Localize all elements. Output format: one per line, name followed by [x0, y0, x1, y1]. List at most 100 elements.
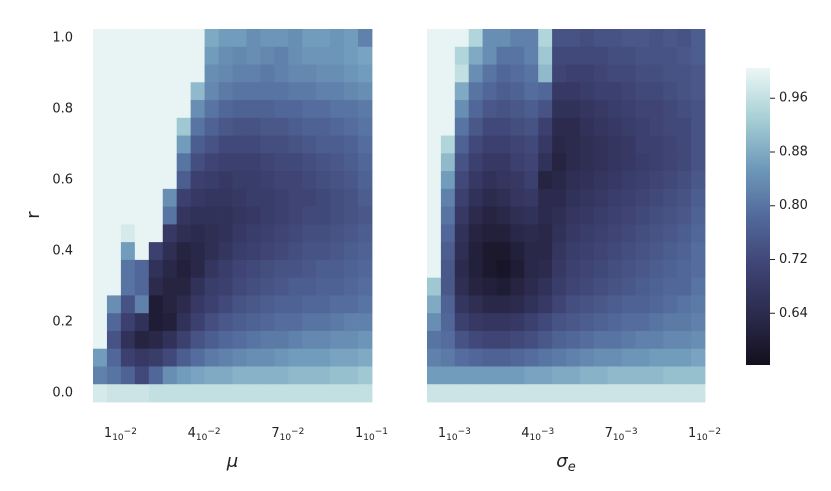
heatmap-cell	[260, 153, 275, 172]
heatmap-cell	[358, 29, 373, 48]
heatmap-cell	[607, 366, 622, 385]
heatmap-cell	[649, 366, 664, 385]
heatmap-cell	[524, 384, 539, 403]
heatmap-cell	[677, 224, 692, 243]
heatmap-cell	[176, 135, 192, 154]
x-tick-main: 1	[104, 426, 112, 441]
heatmap-cell	[232, 348, 247, 367]
heatmap-cell	[677, 348, 692, 367]
heatmap-cell	[649, 188, 664, 208]
heatmap-cell	[274, 259, 289, 279]
heatmap-cell	[427, 313, 442, 332]
heatmap-cell	[566, 135, 581, 154]
heatmap-cell	[302, 259, 317, 279]
heatmap-cell	[552, 366, 567, 385]
heatmap-cell	[649, 46, 664, 65]
heatmap-cell	[106, 46, 122, 65]
heatmap-cell	[93, 171, 108, 190]
heatmap-cell	[538, 259, 553, 279]
heatmap-cell	[148, 82, 164, 101]
x-tick-sub: 10	[280, 433, 292, 443]
heatmap-cell	[316, 384, 331, 403]
x-tick-label: 410−3	[521, 426, 554, 443]
heatmap-cell	[607, 313, 622, 332]
heatmap-cell	[106, 277, 122, 296]
heatmap-cell	[691, 295, 706, 314]
heatmap-cell	[232, 277, 247, 296]
heatmap-cell	[579, 295, 595, 314]
heatmap-cell	[566, 64, 581, 83]
heatmap-cell	[288, 206, 303, 225]
heatmap-cell	[593, 188, 609, 208]
heatmap-cell	[106, 384, 122, 403]
heatmap-cell	[162, 384, 178, 403]
heatmap-cell	[260, 82, 275, 101]
heatmap-cell	[120, 82, 136, 101]
heatmap-cell	[635, 46, 650, 65]
x-tick-sup: −1	[375, 427, 388, 437]
heatmap-cell	[302, 188, 317, 208]
heatmap-cell	[120, 330, 136, 350]
heatmap-cell	[496, 384, 511, 403]
heatmap-cell	[538, 348, 553, 367]
heatmap-cell	[232, 366, 247, 385]
heatmap-cell	[510, 348, 525, 367]
x-tick-sup: −2	[207, 427, 220, 437]
heatmap-cell	[510, 153, 525, 172]
heatmap-cell	[330, 348, 345, 367]
heatmap-cell	[593, 171, 609, 190]
heatmap-cell	[162, 171, 178, 190]
heatmap-cell	[691, 46, 706, 65]
heatmap-cell	[427, 188, 442, 208]
heatmap-cell	[621, 242, 636, 261]
heatmap-cell	[607, 348, 622, 367]
heatmap-cell	[454, 366, 470, 385]
heatmap-cell	[344, 206, 359, 225]
heatmap-cell	[120, 135, 136, 154]
heatmap-cell	[358, 384, 373, 403]
heatmap-cell	[218, 295, 233, 314]
heatmap-cell	[232, 64, 247, 83]
heatmap-cell	[607, 224, 622, 243]
heatmap-cell	[496, 188, 511, 208]
heatmap-cell	[274, 29, 289, 48]
x-tick-main: 1	[355, 426, 363, 441]
heatmap-cell	[663, 135, 678, 154]
heatmap-cell	[427, 242, 442, 261]
heatmap-cell	[218, 29, 233, 48]
heatmap-cell	[358, 366, 373, 385]
heatmap-cell	[93, 206, 108, 225]
y-tick-label: 1.0	[52, 30, 73, 45]
heatmap-cell	[524, 242, 539, 261]
colorbar-tick-label: 0.80	[779, 198, 808, 213]
heatmap-cell	[288, 117, 303, 136]
x-tick-sup: −2	[124, 427, 137, 437]
heatmap-cell	[635, 366, 650, 385]
heatmap-cell	[677, 153, 692, 172]
heatmap-cell	[663, 224, 678, 243]
x-tick-sub: 10	[196, 433, 208, 443]
heatmap-cell	[524, 348, 539, 367]
x-tick-label: 410−2	[188, 426, 221, 443]
heatmap-cell	[93, 330, 108, 350]
heatmap-cell	[524, 259, 539, 279]
heatmap-cell	[120, 46, 136, 65]
heatmap-cell	[302, 29, 317, 48]
heatmap-cell	[440, 224, 456, 243]
heatmap-cell	[677, 330, 692, 350]
heatmap-cell	[593, 259, 609, 279]
heatmap-cell	[120, 64, 136, 83]
heatmap-cell	[218, 206, 233, 225]
heatmap-cell	[106, 171, 122, 190]
x-tick-sub: 10	[446, 433, 458, 443]
heatmap-cell	[468, 313, 483, 332]
heatmap-cell	[635, 330, 650, 350]
heatmap-cell	[579, 135, 595, 154]
heatmap-cell	[232, 295, 247, 314]
heatmap-cell	[330, 224, 345, 243]
heatmap-cell	[635, 242, 650, 261]
heatmap-cell	[358, 46, 373, 65]
heatmap-cell	[468, 224, 483, 243]
heatmap-cell	[593, 64, 609, 83]
heatmap-cell	[232, 100, 247, 119]
